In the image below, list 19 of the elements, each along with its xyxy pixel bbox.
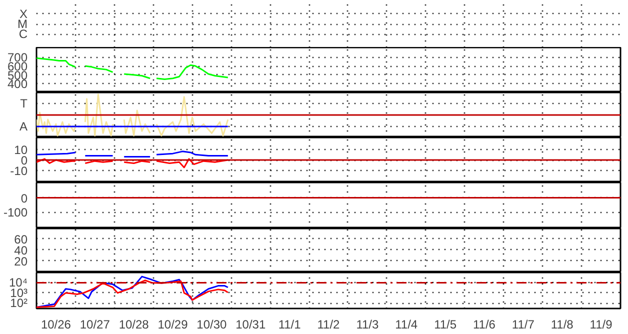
x-tick-label: 11/4: [395, 318, 418, 332]
x-tick-label: 11/6: [473, 318, 496, 332]
x-tick-label: 10/31: [236, 318, 266, 332]
x-tick-label: 10/27: [80, 318, 110, 332]
y-tick-label: 0: [20, 191, 28, 206]
x-tick-label: 11/3: [356, 318, 379, 332]
text: T: [20, 96, 28, 110]
x-tick-label: 11/1: [278, 318, 302, 332]
x-tick-label: 10/29: [158, 318, 188, 332]
text: A: [19, 119, 28, 134]
x-tick-label: 11/5: [434, 318, 457, 332]
x-tick-label: 11/2: [317, 318, 340, 332]
y-tick-label: -100: [3, 206, 28, 220]
x-tick-label: 10/26: [40, 318, 72, 332]
x-tick-label: 11/9: [590, 318, 613, 332]
x-tick-label: 11/7: [512, 318, 535, 332]
x-tick-label: 10/28: [118, 318, 150, 332]
x-tick-label: 11/8: [550, 318, 574, 332]
x-tick-label: 10/30: [196, 318, 228, 332]
